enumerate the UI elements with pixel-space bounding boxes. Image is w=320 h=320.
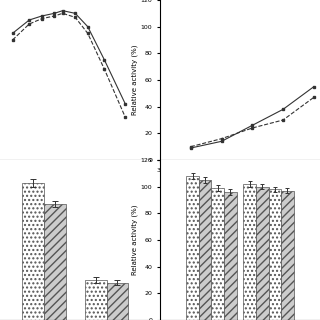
X-axis label: Te: Te: [236, 174, 244, 180]
Legend: crude beta-galactosidase: crude beta-galactosidase: [0, 209, 88, 218]
Bar: [268, 189, 281, 320]
Y-axis label: Relative activity (%): Relative activity (%): [131, 45, 138, 115]
Bar: [107, 283, 128, 320]
Bar: [199, 180, 212, 320]
Bar: [44, 204, 66, 320]
Bar: [281, 191, 294, 320]
Bar: [212, 188, 224, 320]
Bar: [256, 187, 268, 320]
Y-axis label: Relative activity (%): Relative activity (%): [131, 205, 138, 275]
X-axis label: pH value: pH value: [58, 174, 92, 180]
Legend: pure beta-galactosidase: pure beta-galactosidase: [163, 209, 248, 218]
Bar: [224, 192, 236, 320]
Bar: [244, 184, 256, 320]
Bar: [84, 280, 107, 320]
Bar: [22, 183, 44, 320]
Bar: [186, 176, 199, 320]
